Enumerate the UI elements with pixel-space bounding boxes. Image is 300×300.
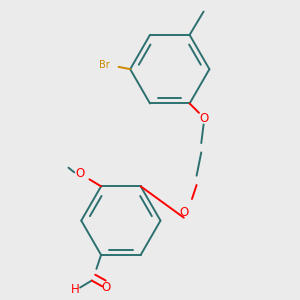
- Text: O: O: [101, 281, 110, 294]
- Text: O: O: [76, 167, 85, 180]
- Text: O: O: [179, 206, 188, 220]
- Text: O: O: [199, 112, 208, 125]
- Text: H: H: [71, 284, 80, 296]
- Text: Br: Br: [99, 59, 110, 70]
